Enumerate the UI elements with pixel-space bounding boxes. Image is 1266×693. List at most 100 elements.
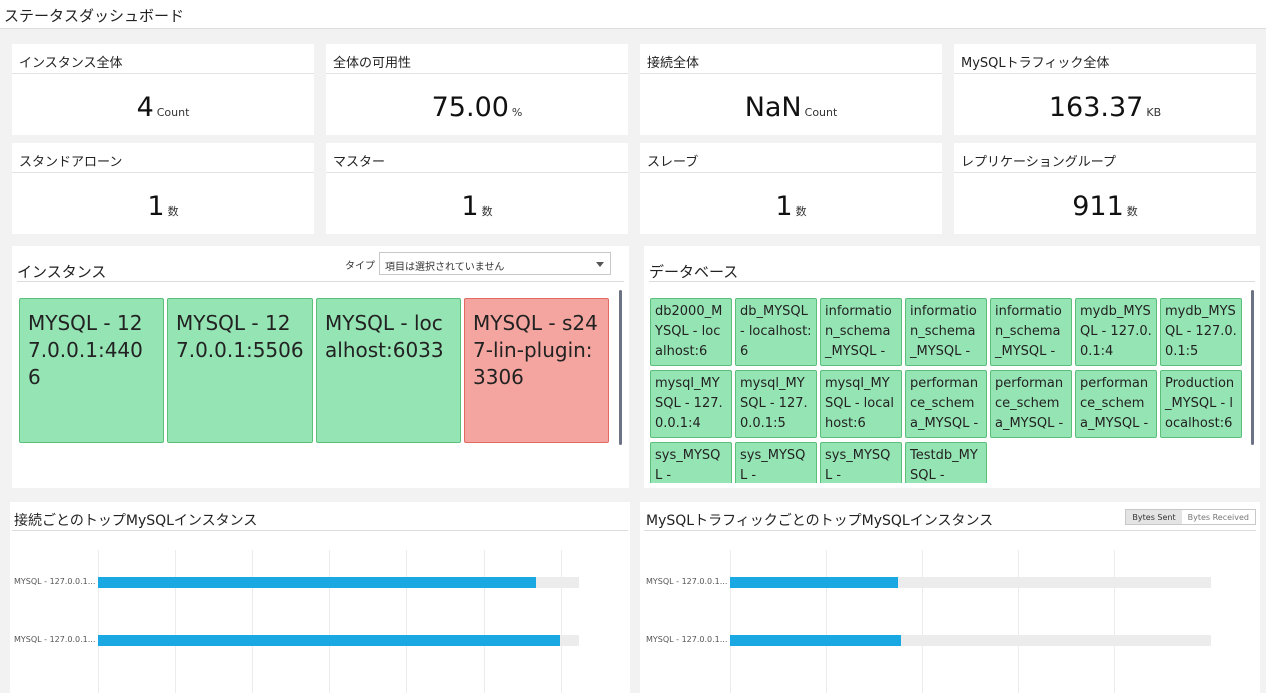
card-value: NaN Count — [744, 92, 838, 123]
divider — [644, 530, 1256, 531]
card-total-connections[interactable]: 接続全体 NaN Count — [640, 44, 942, 135]
top-bar: ステータスダッシュボード — [0, 0, 1266, 29]
panel-title: インスタンス — [17, 263, 107, 281]
gridline — [1018, 550, 1019, 693]
card-value: 163.37 KB — [1048, 92, 1162, 123]
database-tile[interactable]: sys_MYSQL - — [650, 442, 732, 483]
caret-down-icon — [596, 262, 604, 267]
panel-title: MySQLトラフィックごとのトップMySQLインスタンス — [646, 513, 994, 529]
traffic-chart-panel: MySQLトラフィックごとのトップMySQLインスタンス Bytes Sent … — [640, 502, 1260, 693]
card-total-instances[interactable]: インスタンス全体 4 Count — [12, 44, 314, 135]
gridline — [175, 550, 176, 693]
bytes-sent-toggle[interactable]: Bytes Sent — [1126, 510, 1182, 524]
instance-tile-down[interactable]: MYSQL - s247-lin-plugin:3306 — [464, 298, 609, 443]
card-value: 911 数 — [1072, 191, 1138, 222]
gridline — [484, 550, 485, 693]
instance-tile[interactable]: MYSQL - 127.0.0.1:5506 — [167, 298, 313, 443]
database-tile[interactable]: Production_MYSQL - localhost:6 — [1160, 370, 1242, 438]
gridline — [329, 550, 330, 693]
divider — [649, 281, 1255, 282]
card-total-traffic[interactable]: MySQLトラフィック全体 163.37 KB — [954, 44, 1256, 135]
database-tile[interactable]: sys_MYSQL - — [820, 442, 902, 483]
panel-title: 接続ごとのトップMySQLインスタンス — [14, 513, 258, 529]
bar-track — [730, 635, 1211, 646]
gridline — [826, 550, 827, 693]
divider — [954, 73, 1256, 74]
database-tile[interactable]: mydb_MYSQL - 127.0.0.1:4 — [1075, 298, 1157, 366]
gridline — [922, 550, 923, 693]
database-tile[interactable]: Testdb_MYSQL - — [905, 442, 987, 483]
card-label: スレーブ — [647, 155, 699, 170]
database-tile[interactable]: mysql_MYSQL - 127.0.0.1:4 — [650, 370, 732, 438]
gridline — [98, 550, 99, 693]
bytes-received-toggle[interactable]: Bytes Received — [1187, 513, 1249, 522]
bar-track — [730, 577, 1211, 588]
card-replication-group[interactable]: レプリケーショングループ 911 数 — [954, 143, 1256, 234]
database-grid: db2000_MYSQL - localhost:6 db_MYSQL - lo… — [649, 298, 1245, 483]
divider — [12, 172, 314, 173]
database-tile[interactable]: db2000_MYSQL - localhost:6 — [650, 298, 732, 366]
card-label: レプリケーショングループ — [961, 155, 1116, 170]
database-tile[interactable]: mysql_MYSQL - 127.0.0.1:5 — [735, 370, 817, 438]
database-tile[interactable]: information_schema_MYSQL - — [820, 298, 902, 366]
type-select-value: 項目は選択されていません — [385, 262, 505, 273]
bar[interactable] — [730, 635, 901, 646]
card-label: 全体の可用性 — [333, 56, 412, 71]
bar[interactable] — [98, 577, 536, 588]
bar-label: MYSQL - 127.0.0.1... — [646, 577, 728, 586]
instance-tile[interactable]: MYSQL - localhost:6033 — [316, 298, 461, 443]
card-label: インスタンス全体 — [19, 56, 123, 71]
gridline — [1114, 550, 1115, 693]
divider — [12, 530, 628, 531]
card-availability[interactable]: 全体の可用性 75.00% — [326, 44, 628, 135]
divider — [954, 172, 1256, 173]
type-label: タイプ — [345, 261, 375, 272]
divider — [12, 73, 314, 74]
divider — [640, 73, 942, 74]
card-value: 75.00% — [431, 92, 523, 123]
panel-title: データベース — [649, 263, 739, 281]
card-label: MySQLトラフィック全体 — [961, 56, 1110, 71]
page-title: ステータスダッシュボード — [4, 7, 185, 25]
card-label: 接続全体 — [647, 56, 700, 71]
divider — [640, 172, 942, 173]
card-label: マスター — [333, 155, 386, 170]
instance-tile[interactable]: MYSQL - 127.0.0.1:4406 — [19, 298, 164, 443]
database-tile[interactable]: sys_MYSQL - — [735, 442, 817, 483]
database-tile[interactable]: performance_schema_MYSQL - — [990, 370, 1072, 438]
traffic-toggle: Bytes Sent Bytes Received — [1125, 509, 1256, 525]
bar-label: MYSQL - 127.0.0.1... — [14, 577, 96, 586]
instances-panel: インスタンス タイプ 項目は選択されていません MYSQL - 127.0.0.… — [12, 246, 629, 488]
database-tile[interactable]: db_MYSQL - localhost:6 — [735, 298, 817, 366]
bar-label: MYSQL - 127.0.0.1... — [14, 635, 96, 644]
divider — [326, 73, 628, 74]
connections-chart-panel: 接続ごとのトップMySQLインスタンス MYSQL - 127.0.0.1...… — [10, 502, 630, 693]
database-tile[interactable]: mydb_MYSQL - 127.0.0.1:5 — [1160, 298, 1242, 366]
card-value: 4 Count — [136, 92, 190, 123]
card-label: スタンドアローン — [19, 155, 123, 170]
bar-label: MYSQL - 127.0.0.1... — [646, 635, 728, 644]
gridline — [406, 550, 407, 693]
type-select[interactable]: 項目は選択されていません — [379, 252, 611, 275]
database-tile[interactable]: mysql_MYSQL - localhost:6 — [820, 370, 902, 438]
bar[interactable] — [730, 577, 898, 588]
database-tile[interactable]: performance_schema_MYSQL - — [905, 370, 987, 438]
database-tile[interactable]: information_schema_MYSQL - — [905, 298, 987, 366]
gridline — [730, 550, 731, 693]
gridline — [252, 550, 253, 693]
scrollbar[interactable] — [619, 290, 622, 445]
database-tile[interactable]: information_schema_MYSQL - — [990, 298, 1072, 366]
divider — [326, 172, 628, 173]
databases-panel: データベース db2000_MYSQL - localhost:6 db_MYS… — [644, 246, 1260, 488]
database-tile[interactable]: performance_schema_MYSQL - — [1075, 370, 1157, 438]
divider — [17, 281, 624, 282]
gridline — [561, 550, 562, 693]
scrollbar[interactable] — [1251, 290, 1254, 445]
bar[interactable] — [98, 635, 560, 646]
